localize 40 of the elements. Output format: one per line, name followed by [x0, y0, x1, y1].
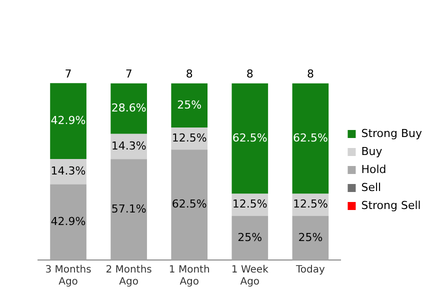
bar [171, 83, 208, 128]
bar [171, 150, 208, 260]
data-label: 25% [177, 98, 202, 112]
annotation: 8 [246, 68, 254, 81]
annotation: 7 [64, 68, 72, 81]
data-label: 62.5% [232, 131, 268, 144]
legend-label: Hold [361, 162, 386, 176]
bar [292, 83, 329, 194]
data-label: 14.3% [111, 139, 146, 152]
data-label: 62.5% [292, 131, 328, 144]
bar [232, 83, 268, 194]
data-label: 28.6% [111, 101, 146, 114]
bar [50, 184, 86, 260]
annotation: 7 [125, 68, 132, 81]
bar [50, 83, 86, 159]
data-label: 12.5% [292, 198, 328, 211]
bar [292, 216, 329, 260]
legend-label: Strong Buy [361, 126, 422, 140]
data-label: 25% [298, 230, 323, 244]
data-label: 14.3% [50, 164, 86, 178]
data-label: 62.5% [172, 198, 207, 211]
data-label: 42.9% [50, 214, 86, 228]
legend-label: Buy [361, 144, 383, 158]
x-tick-label: 2 Months Ago [106, 264, 152, 288]
x-tick-label: 1 Month Ago [168, 264, 210, 288]
data-label: 12.5% [232, 198, 268, 211]
bar [110, 159, 147, 260]
x-tick-label: 3 Months Ago [45, 264, 92, 288]
legend-label: Sell [361, 180, 382, 194]
legend-label: Strong Sell [361, 198, 421, 212]
annotation: 8 [306, 68, 314, 81]
data-label: 57.1% [111, 202, 146, 216]
bar [110, 83, 147, 134]
bar [232, 216, 268, 260]
data-label: 25% [238, 230, 262, 244]
annotation: 8 [186, 68, 193, 81]
data-label: 42.9% [50, 114, 86, 127]
x-tick-label: 1 Week Ago [231, 264, 269, 288]
data-label: 12.5% [172, 131, 207, 144]
x-tick-label: Today [294, 264, 325, 276]
